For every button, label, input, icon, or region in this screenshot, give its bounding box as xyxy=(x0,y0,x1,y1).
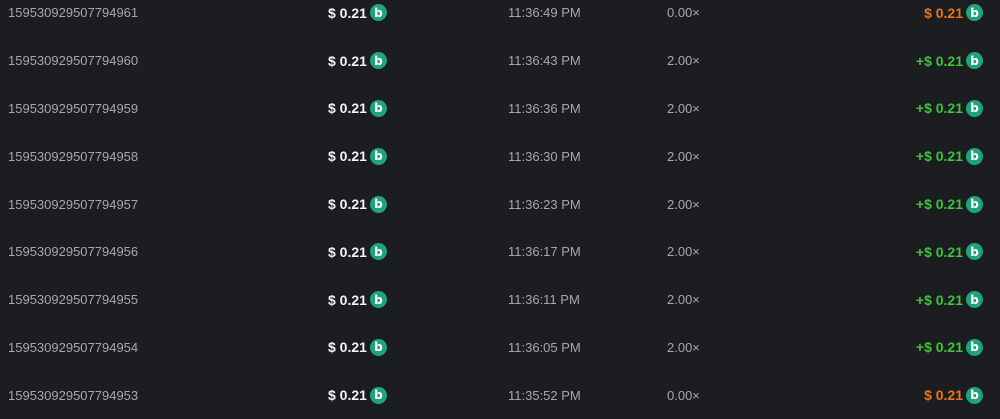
bet-payout-value: +$ 0.21 xyxy=(915,339,963,356)
bet-payout-value: +$ 0.21 xyxy=(915,148,963,165)
bet-payout: +$ 0.21 b xyxy=(915,195,983,213)
bc-coin-icon: b xyxy=(966,386,983,404)
bc-coin-icon: b xyxy=(369,147,387,165)
bet-payout: +$ 0.21 b xyxy=(915,147,983,165)
bet-amount: $ 0.21 b xyxy=(328,243,387,261)
bc-coin-icon: b xyxy=(966,52,983,70)
bet-id[interactable]: 159530929507794953 xyxy=(8,387,139,403)
bet-amount: $ 0.21 b xyxy=(328,99,387,117)
bet-amount: $ 0.21 b xyxy=(328,338,387,356)
bet-id[interactable]: 159530929507794959 xyxy=(8,100,139,116)
bet-amount-value: $ 0.21 xyxy=(328,4,367,21)
bet-time: 11:36:11 PM xyxy=(508,292,580,308)
bet-multiplier: 2.00× xyxy=(667,292,700,308)
bet-row[interactable]: 159530929507794958 $ 0.21 b 11:36:30 PM 2… xyxy=(0,132,1000,180)
bet-payout-value: +$ 0.21 xyxy=(915,52,963,69)
bet-multiplier: 2.00× xyxy=(667,196,700,212)
bet-amount-value: $ 0.21 xyxy=(328,339,367,356)
bet-row[interactable]: 159530929507794953 $ 0.21 b 11:35:52 PM 0… xyxy=(0,371,1000,419)
bet-multiplier: 2.00× xyxy=(667,244,700,260)
bet-amount-value: $ 0.21 xyxy=(328,243,367,260)
bet-row[interactable]: 159530929507794960 $ 0.21 b 11:36:43 PM 2… xyxy=(0,37,1000,85)
bc-coin-icon: b xyxy=(966,147,983,165)
bc-coin-icon: b xyxy=(369,243,387,261)
bet-row[interactable]: 159530929507794954 $ 0.21 b 11:36:05 PM 2… xyxy=(0,324,1000,372)
bc-coin-icon: b xyxy=(966,99,983,117)
bet-amount: $ 0.21 b xyxy=(328,386,387,404)
bet-amount-value: $ 0.21 xyxy=(328,291,367,308)
bc-coin-icon: b xyxy=(966,195,983,213)
bet-time: 11:36:36 PM xyxy=(508,100,581,116)
bet-time: 11:36:49 PM xyxy=(508,5,581,21)
bet-row[interactable]: 159530929507794961 $ 0.21 b 11:36:49 PM 0… xyxy=(0,0,1000,37)
bet-payout: $ 0.21 b xyxy=(924,4,983,22)
bet-id[interactable]: 159530929507794956 xyxy=(8,244,139,260)
bet-payout-value: $ 0.21 xyxy=(924,4,963,21)
bc-coin-icon: b xyxy=(369,386,387,404)
bet-multiplier: 2.00× xyxy=(667,53,700,69)
bet-multiplier: 2.00× xyxy=(667,100,700,116)
bet-amount-value: $ 0.21 xyxy=(328,52,367,69)
bet-time: 11:36:05 PM xyxy=(508,339,581,355)
bc-coin-icon: b xyxy=(369,99,387,117)
bet-row[interactable]: 159530929507794956 $ 0.21 b 11:36:17 PM 2… xyxy=(0,228,1000,276)
bet-payout-value: +$ 0.21 xyxy=(915,243,963,260)
bet-time: 11:36:23 PM xyxy=(508,196,581,212)
bc-coin-icon: b xyxy=(966,291,983,309)
bc-coin-icon: b xyxy=(966,4,983,22)
bet-id[interactable]: 159530929507794957 xyxy=(8,196,139,212)
bet-id[interactable]: 159530929507794955 xyxy=(8,292,139,308)
bet-multiplier: 2.00× xyxy=(667,148,700,164)
bet-payout: +$ 0.21 b xyxy=(915,338,983,356)
bet-payout-value: $ 0.21 xyxy=(924,387,963,404)
bet-time: 11:36:30 PM xyxy=(508,148,581,164)
bet-amount-value: $ 0.21 xyxy=(328,196,367,213)
bc-coin-icon: b xyxy=(369,338,387,356)
bet-time: 11:35:52 PM xyxy=(508,387,581,403)
bet-payout: +$ 0.21 b xyxy=(915,52,983,70)
bet-payout: +$ 0.21 b xyxy=(915,243,983,261)
bet-multiplier: 0.00× xyxy=(667,5,700,21)
bet-row[interactable]: 159530929507794955 $ 0.21 b 11:36:11 PM 2… xyxy=(0,276,1000,324)
bet-amount-value: $ 0.21 xyxy=(328,387,367,404)
bet-multiplier: 0.00× xyxy=(667,387,700,403)
bet-amount: $ 0.21 b xyxy=(328,195,387,213)
bet-amount: $ 0.21 b xyxy=(328,4,387,22)
bet-amount: $ 0.21 b xyxy=(328,291,387,309)
bet-id[interactable]: 159530929507794958 xyxy=(8,148,139,164)
bet-payout: +$ 0.21 b xyxy=(915,291,983,309)
bet-payout-value: +$ 0.21 xyxy=(915,291,963,308)
bet-payout-value: +$ 0.21 xyxy=(915,100,963,117)
bc-coin-icon: b xyxy=(966,243,983,261)
bet-id[interactable]: 159530929507794961 xyxy=(8,5,139,21)
bet-amount-value: $ 0.21 xyxy=(328,100,367,117)
bet-id[interactable]: 159530929507794954 xyxy=(8,339,139,355)
bc-coin-icon: b xyxy=(369,4,387,22)
bet-payout: $ 0.21 b xyxy=(924,386,983,404)
bc-coin-icon: b xyxy=(369,52,387,70)
bet-row[interactable]: 159530929507794957 $ 0.21 b 11:36:23 PM 2… xyxy=(0,180,1000,228)
bet-amount: $ 0.21 b xyxy=(328,52,387,70)
bet-multiplier: 2.00× xyxy=(667,339,700,355)
bc-coin-icon: b xyxy=(966,338,983,356)
bet-amount-value: $ 0.21 xyxy=(328,148,367,165)
bet-row[interactable]: 159530929507794959 $ 0.21 b 11:36:36 PM 2… xyxy=(0,85,1000,133)
bet-id[interactable]: 159530929507794960 xyxy=(8,53,139,69)
bet-time: 11:36:17 PM xyxy=(508,244,581,260)
bet-time: 11:36:43 PM xyxy=(508,53,581,69)
bet-payout: +$ 0.21 b xyxy=(915,99,983,117)
bc-coin-icon: b xyxy=(369,291,387,309)
bet-payout-value: +$ 0.21 xyxy=(915,196,963,213)
bet-amount: $ 0.21 b xyxy=(328,147,387,165)
bc-coin-icon: b xyxy=(369,195,387,213)
